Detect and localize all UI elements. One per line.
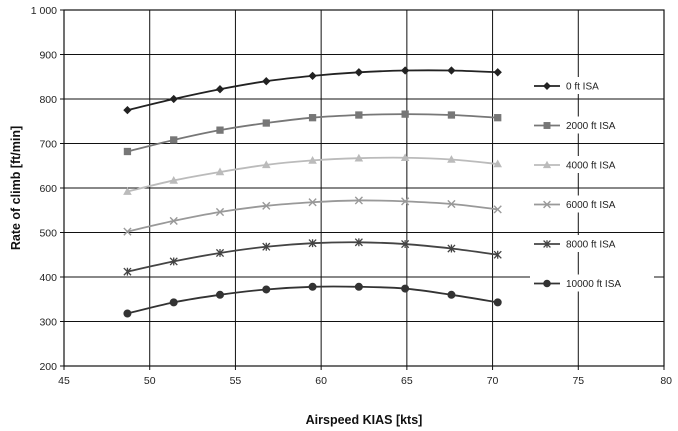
x-tick-label: 75 [572, 375, 584, 387]
y-tick-label: 200 [39, 361, 57, 373]
data-point [263, 286, 270, 293]
y-tick-label: 400 [39, 272, 57, 284]
y-tick-label: 1 000 [31, 5, 57, 17]
legend-label: 10000 ft ISA [566, 279, 621, 290]
data-point [263, 120, 269, 126]
data-point [217, 127, 223, 133]
x-tick-label: 50 [144, 375, 156, 387]
data-point [216, 291, 223, 298]
legend-item: 10000 ft ISA [530, 275, 654, 292]
y-tick-label: 900 [39, 50, 57, 62]
y-tick-label: 800 [39, 94, 57, 106]
data-point [494, 299, 501, 306]
legend-marker [544, 280, 551, 287]
data-point [170, 299, 177, 306]
legend-item: 4000 ft ISA [530, 156, 654, 173]
legend-label: 0 ft ISA [566, 82, 599, 93]
x-axis-label: Airspeed KIAS [kts] [306, 413, 423, 427]
x-tick-label: 80 [660, 375, 672, 387]
legend-label: 2000 ft ISA [566, 121, 616, 132]
y-tick-label: 300 [39, 317, 57, 329]
data-point [355, 283, 362, 290]
legend-item: 6000 ft ISA [530, 196, 654, 213]
data-point [448, 291, 455, 298]
legend-item: 8000 ft ISA [530, 235, 654, 252]
data-point [494, 114, 500, 120]
legend-item: 2000 ft ISA [530, 117, 654, 134]
data-point [124, 148, 130, 154]
legend-label: 8000 ft ISA [566, 240, 616, 251]
x-tick-label: 65 [401, 375, 413, 387]
legend-label: 6000 ft ISA [566, 200, 616, 211]
y-tick-label: 600 [39, 183, 57, 195]
x-tick-label: 60 [315, 375, 327, 387]
data-point [356, 112, 362, 118]
legend-marker [544, 122, 550, 128]
data-point [448, 112, 454, 118]
data-point [402, 111, 408, 117]
x-tick-label: 45 [58, 375, 70, 387]
data-point [309, 283, 316, 290]
data-point [170, 137, 176, 143]
y-axis-label: Rate of climb [ft/min] [9, 126, 23, 250]
data-point [309, 114, 315, 120]
x-tick-label: 55 [230, 375, 242, 387]
data-point [124, 310, 131, 317]
x-tick-label: 70 [487, 375, 499, 387]
y-tick-label: 700 [39, 139, 57, 151]
legend-label: 4000 ft ISA [566, 161, 616, 172]
y-tick-label: 500 [39, 228, 57, 240]
data-point [402, 285, 409, 292]
legend-item: 0 ft ISA [530, 77, 654, 94]
